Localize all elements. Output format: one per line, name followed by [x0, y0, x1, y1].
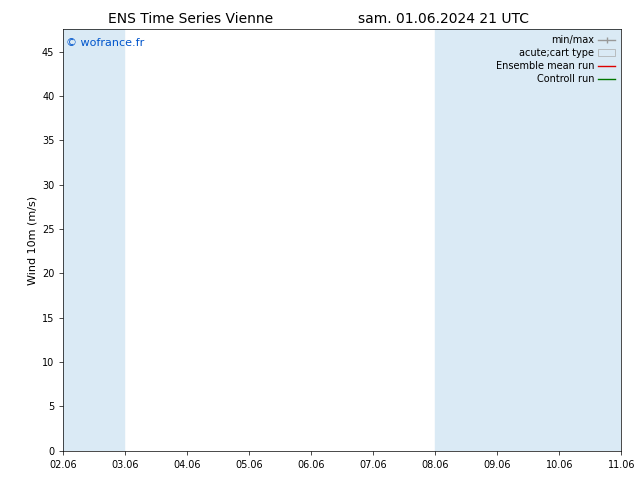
Bar	[497, 29, 559, 451]
Bar	[559, 29, 621, 451]
Bar	[436, 29, 497, 451]
Bar	[63, 29, 126, 451]
Text: ENS Time Series Vienne: ENS Time Series Vienne	[108, 12, 273, 26]
Y-axis label: Wind 10m (m/s): Wind 10m (m/s)	[28, 196, 37, 285]
Legend: min/max, acute;cart type, Ensemble mean run, Controll run: min/max, acute;cart type, Ensemble mean …	[492, 31, 619, 88]
Text: © wofrance.fr: © wofrance.fr	[66, 38, 145, 48]
Text: sam. 01.06.2024 21 UTC: sam. 01.06.2024 21 UTC	[358, 12, 529, 26]
